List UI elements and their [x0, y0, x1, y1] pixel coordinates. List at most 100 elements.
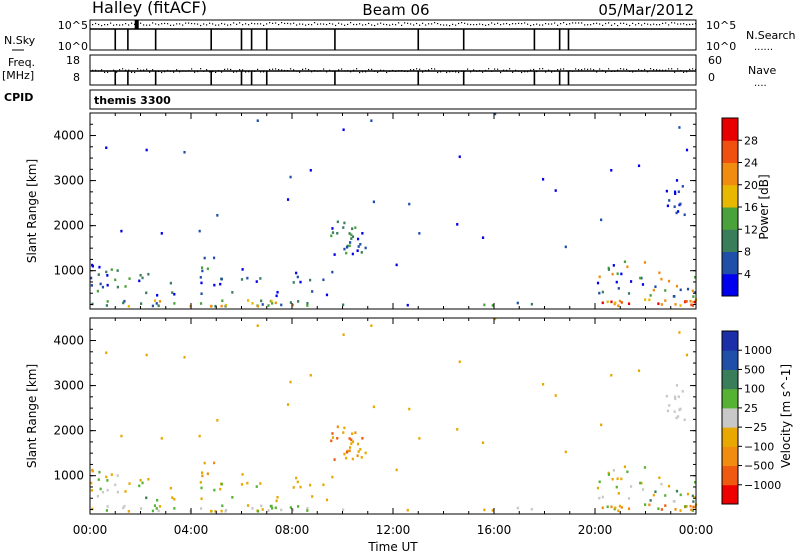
power-cell	[331, 231, 335, 234]
velocity-cell	[200, 497, 203, 501]
nsky-point	[455, 24, 457, 26]
velocity-cell	[299, 485, 302, 489]
velocity-cell	[673, 395, 677, 399]
nsky-point	[443, 24, 445, 26]
nsky-point	[515, 23, 517, 25]
nsky-point	[287, 22, 289, 25]
velocity-colorbar-cell	[722, 465, 738, 486]
power-cell	[173, 302, 176, 305]
velocity-cell	[601, 495, 604, 499]
nsky-bars	[114, 20, 570, 50]
nsky-point	[314, 22, 316, 24]
nsky-point	[635, 24, 637, 26]
power-cell	[637, 164, 641, 168]
nsky-point	[155, 23, 157, 25]
nsky-point	[629, 24, 631, 27]
velocity-cell	[153, 504, 157, 507]
power-cell	[639, 276, 642, 280]
power-cell	[206, 267, 209, 271]
power-cell	[679, 304, 682, 307]
freq-point	[590, 68, 592, 70]
velocity-cell	[296, 480, 299, 484]
nsky-point	[524, 22, 526, 24]
velocity-cell	[106, 488, 109, 492]
nsky-point	[491, 22, 493, 24]
velocity-colorbar-cell	[722, 407, 738, 428]
colorbar-tick-label: 100	[744, 383, 765, 396]
nsky-point	[380, 22, 382, 24]
power-cell	[342, 226, 345, 229]
nsky-point	[410, 23, 412, 25]
power-colorbar-cell	[722, 273, 738, 297]
nsky-point	[521, 22, 523, 25]
nsky-point	[452, 23, 454, 25]
nsky-point	[161, 23, 163, 25]
nsky-point	[260, 23, 262, 25]
velocity-cell	[156, 498, 159, 502]
velocity-cell	[259, 482, 262, 485]
power-cell	[343, 221, 346, 225]
velocity-cell	[354, 431, 357, 434]
velocity-cell	[618, 504, 622, 508]
power-cell	[679, 202, 682, 206]
velocity-cell	[173, 507, 176, 510]
freq-point	[305, 68, 307, 70]
cpid-label: CPID	[4, 91, 33, 104]
power-cell	[601, 290, 604, 294]
freq-point	[686, 71, 688, 73]
freq-point	[470, 71, 472, 73]
velocity-cell	[256, 509, 260, 513]
velocity-cell	[292, 486, 295, 489]
nsky-point	[506, 22, 508, 25]
velocity-cell	[541, 382, 545, 386]
power-cell	[97, 273, 100, 276]
power-cell	[325, 293, 329, 297]
power-cell	[219, 282, 222, 286]
nsky-point	[146, 24, 148, 26]
freq-tick-high: 18	[66, 54, 80, 67]
power-cell	[199, 302, 203, 305]
nsky-point	[221, 22, 223, 25]
power-cell	[105, 304, 109, 307]
freq-bars	[114, 71, 570, 85]
velocity-cell	[357, 450, 360, 453]
velocity-cell	[694, 505, 697, 509]
velocity-colorbar: 1000 500 100 25 −25 −100 −500 −1000	[721, 330, 781, 505]
nsky-point	[233, 22, 235, 24]
velocity-cell	[693, 480, 697, 484]
freq-point	[197, 70, 199, 73]
velocity-cell	[147, 477, 150, 481]
velocity-cell	[201, 474, 204, 478]
velocity-cell	[157, 509, 160, 513]
mhz-label: [MHz]	[2, 69, 34, 82]
velocity-cell	[516, 506, 519, 510]
freq-point	[278, 68, 280, 71]
power-cell	[678, 126, 681, 129]
velocity-cell	[160, 437, 163, 440]
freq-point	[665, 69, 667, 71]
power-cell	[330, 234, 333, 238]
nsky-point	[392, 23, 394, 25]
freq-point	[458, 71, 460, 74]
nsky-point	[488, 24, 490, 26]
power-cell	[607, 268, 611, 271]
velocity-cell	[692, 500, 695, 503]
power-cell	[356, 249, 359, 252]
nsky-point	[425, 24, 427, 26]
velocity-cell	[617, 492, 620, 495]
velocity-cell	[213, 488, 216, 492]
velocity-cell	[145, 496, 148, 500]
nsky-point	[692, 23, 694, 25]
freq-point	[353, 69, 355, 71]
power-cell	[690, 303, 693, 307]
nsky-point	[626, 23, 628, 25]
velocity-cell	[616, 477, 619, 481]
freq-point	[410, 69, 412, 71]
power-cell	[395, 263, 398, 267]
nsky-point	[650, 24, 652, 26]
power-cell	[494, 112, 497, 116]
velocity-cell	[342, 333, 345, 337]
nsky-point	[446, 24, 448, 26]
power-cell	[183, 150, 186, 154]
freq-point	[152, 69, 154, 71]
